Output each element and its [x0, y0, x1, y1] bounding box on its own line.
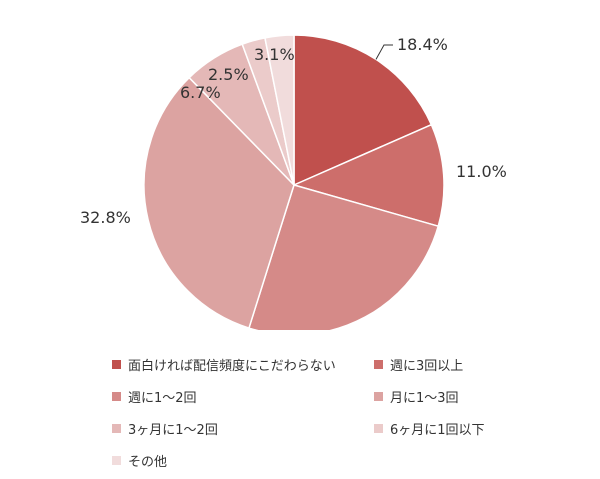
legend-item-4: 月に1～3回 [374, 387, 542, 406]
leader-lines [375, 44, 393, 60]
leader-line-1 [375, 44, 393, 60]
legend-swatch-7 [112, 455, 121, 465]
legend-item-2: 週に3回以上 [374, 355, 542, 374]
legend-swatch-5 [112, 423, 121, 433]
legend-item-1: 面白ければ配信頻度にこだわらない [112, 355, 374, 374]
pie-slice-2 [291, 123, 445, 228]
legend-swatch-3 [112, 391, 121, 401]
legend-swatch-4 [374, 391, 383, 401]
pie-slice-4 [143, 76, 295, 330]
legend-item-7: その他 [112, 451, 374, 470]
data-label-3: 25.4% [366, 327, 417, 330]
legend-label-2: 週に3回以上 [390, 358, 464, 374]
data-label-5: 6.7% [180, 83, 221, 102]
data-label-1: 18.4% [397, 35, 448, 54]
legend: 面白ければ配信頻度にこだわらない 週に3回以上週に1～2回 月に1～3回 3ヶ月に1～… [112, 355, 542, 470]
data-labels: 18.4% 11.0% 25.4% 32.8% 6.7%2.5% 3.1% [80, 35, 507, 330]
legend-swatch-6 [374, 423, 383, 433]
legend-label-6: 6ヶ月に1回以下 [390, 422, 485, 438]
legend-swatch-1 [112, 359, 121, 369]
pie-slice-7 [264, 34, 295, 186]
data-label-7: 3.1% [254, 45, 295, 64]
data-label-2: 11.0% [456, 162, 507, 181]
legend-swatch-2 [374, 359, 383, 369]
legend-label-7: その他 [128, 454, 168, 470]
data-label-4: 32.8% [80, 208, 131, 227]
data-label-6: 2.5% [208, 65, 249, 84]
legend-item-3: 週に1～2回 [112, 387, 374, 406]
pie-slices [143, 34, 445, 330]
pie-slice-3 [248, 184, 440, 330]
legend-item-5: 3ヶ月に1～2回 [112, 419, 374, 438]
legend-label-5: 3ヶ月に1～2回 [128, 422, 218, 438]
legend-item-6: 6ヶ月に1回以下 [374, 419, 542, 438]
legend-label-4: 月に1～3回 [390, 390, 459, 406]
legend-label-3: 週に1～2回 [128, 390, 197, 406]
pie-chart: 18.4% 11.0% 25.4% 32.8% 6.7%2.5% 3.1% [80, 34, 507, 330]
legend-label-1: 面白ければ配信頻度にこだわらない [128, 358, 336, 374]
